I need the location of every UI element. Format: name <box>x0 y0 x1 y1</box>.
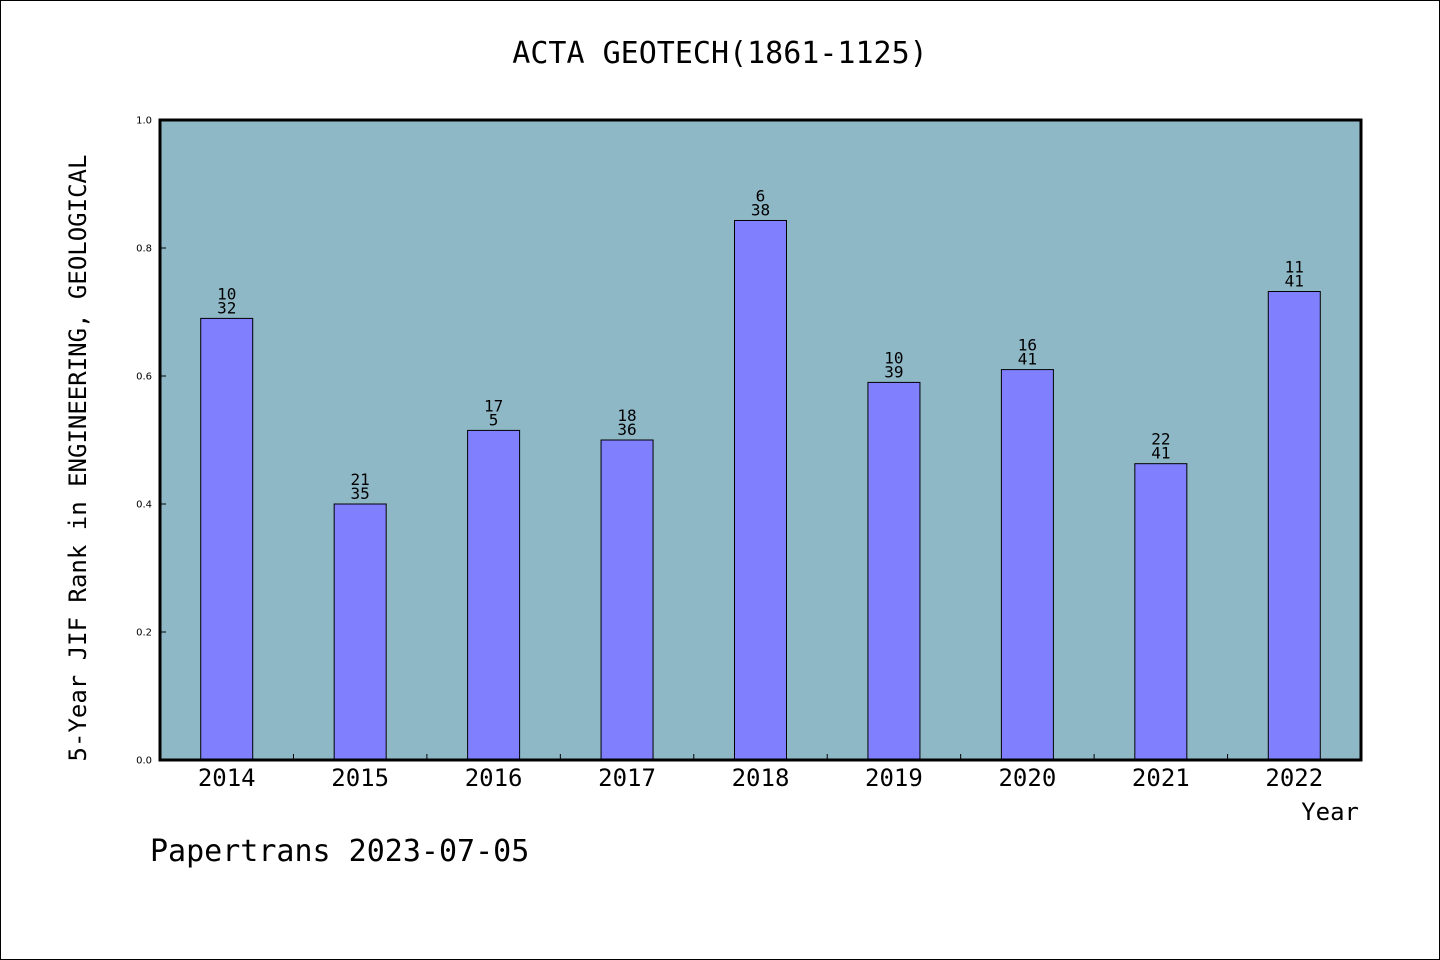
x-tick-label-2015: 2015 <box>331 764 389 792</box>
x-tick-label-2014: 2014 <box>198 764 256 792</box>
x-tick-label-2018: 2018 <box>732 764 790 792</box>
data-label-rank-2021: 22 <box>1151 430 1170 449</box>
data-label-total-2015: 35 <box>351 484 370 503</box>
bar-2016 <box>467 429 521 761</box>
y-tick-label-0.2: 0.2 <box>136 628 152 639</box>
x-tick-label-2019: 2019 <box>865 764 923 792</box>
y-tick-label-0.0: 0.0 <box>136 756 152 767</box>
x-axis-label: Year <box>1301 798 1359 826</box>
data-label-rank-2016: 17 <box>484 396 503 415</box>
data-label-rank-2017: 18 <box>617 406 636 425</box>
data-label-rank-2019: 10 <box>884 348 903 367</box>
data-label-total-2016: 5 <box>489 410 499 429</box>
y-tick-label-0.8: 0.8 <box>136 244 152 255</box>
data-label-total-2018: 38 <box>751 200 770 219</box>
data-label-rank-2014: 10 <box>217 284 236 303</box>
bar-2018 <box>734 219 787 761</box>
chart-title: ACTA GEOTECH(1861-1125) <box>512 36 928 71</box>
data-label-total-2017: 36 <box>617 420 636 439</box>
bar-2021 <box>1134 463 1188 761</box>
data-label-total-2020: 41 <box>1018 350 1037 369</box>
y-tick-label-1.0: 1.0 <box>136 116 152 127</box>
plot-border <box>158 118 1363 762</box>
bars-group <box>200 219 1321 761</box>
data-label-total-2014: 32 <box>217 298 236 317</box>
x-tick-label-2020: 2020 <box>998 764 1056 792</box>
footer-credit: Papertrans 2023-07-05 <box>150 834 530 869</box>
x-tick-label-2022: 2022 <box>1265 764 1323 792</box>
bar-2019 <box>867 381 921 761</box>
bar-2022 <box>1267 291 1321 761</box>
data-label-rank-2015: 21 <box>351 470 370 489</box>
x-tick-label-2017: 2017 <box>598 764 656 792</box>
data-label-rank-2022: 11 <box>1285 258 1304 277</box>
y-tick-label-0.4: 0.4 <box>136 500 152 511</box>
bar-2015 <box>333 503 387 761</box>
x-axis: 2014 2015 2016 2017 2018 2019 2020 2021 2022 <box>198 754 1323 792</box>
x-tick-label-2021: 2021 <box>1132 764 1190 792</box>
data-label-total-2021: 41 <box>1151 444 1170 463</box>
data-label-rank-2020: 16 <box>1018 336 1037 355</box>
x-tick-label-2016: 2016 <box>465 764 523 792</box>
bar-2017 <box>600 439 654 761</box>
data-label-total-2022: 41 <box>1285 272 1304 291</box>
y-tick-label-0.6: 0.6 <box>136 372 152 383</box>
bar-2014 <box>200 317 254 761</box>
data-label-rank-2018: 6 <box>756 186 766 205</box>
data-label-total-2019: 39 <box>884 362 903 381</box>
bar-2020 <box>1000 369 1054 761</box>
